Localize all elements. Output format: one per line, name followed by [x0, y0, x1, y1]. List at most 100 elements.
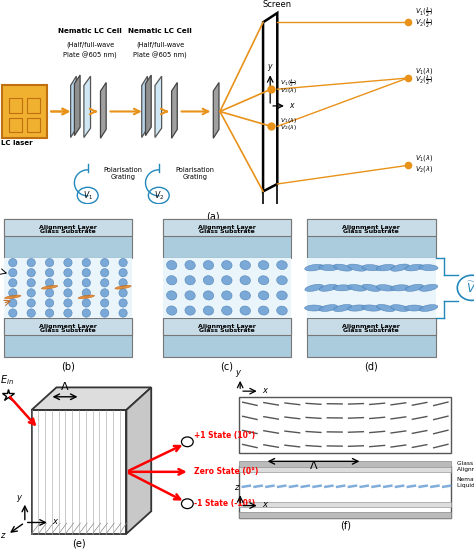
Ellipse shape: [376, 305, 395, 311]
Ellipse shape: [258, 276, 269, 285]
Text: Plate @605 nm): Plate @605 nm): [63, 52, 117, 59]
Ellipse shape: [258, 260, 269, 269]
Ellipse shape: [27, 269, 36, 277]
Ellipse shape: [9, 299, 17, 307]
Text: y: y: [17, 493, 22, 502]
Bar: [307, 219, 436, 258]
Ellipse shape: [46, 309, 54, 317]
Circle shape: [182, 437, 193, 447]
Ellipse shape: [78, 295, 94, 299]
FancyBboxPatch shape: [2, 86, 47, 138]
Ellipse shape: [9, 258, 17, 267]
Ellipse shape: [319, 265, 338, 270]
Ellipse shape: [9, 309, 17, 317]
Text: Alignment Layer: Alignment Layer: [198, 225, 256, 230]
Ellipse shape: [347, 305, 366, 311]
Ellipse shape: [405, 264, 424, 271]
Text: Nematic LC Cell: Nematic LC Cell: [128, 29, 192, 35]
Ellipse shape: [27, 279, 36, 287]
Text: $\Lambda$: $\Lambda$: [309, 459, 318, 471]
Ellipse shape: [46, 269, 54, 277]
Text: Screen: Screen: [263, 1, 292, 10]
Ellipse shape: [27, 309, 36, 317]
Text: Nematic
Liquid Crystal: Nematic Liquid Crystal: [457, 477, 474, 488]
Ellipse shape: [362, 284, 381, 291]
Polygon shape: [172, 82, 177, 138]
Text: x: x: [52, 517, 57, 526]
Ellipse shape: [391, 264, 409, 271]
Text: y: y: [267, 62, 272, 71]
Ellipse shape: [277, 260, 287, 269]
Ellipse shape: [166, 260, 177, 270]
Ellipse shape: [64, 258, 72, 267]
Text: x: x: [289, 101, 293, 110]
Ellipse shape: [405, 284, 423, 291]
Text: $V_1(\lambda)$: $V_1(\lambda)$: [280, 116, 297, 125]
Polygon shape: [71, 76, 76, 138]
Ellipse shape: [277, 291, 287, 300]
Ellipse shape: [41, 286, 58, 289]
Ellipse shape: [405, 305, 424, 311]
Text: Glass Substrate: Glass Substrate: [199, 328, 255, 333]
Bar: [239, 502, 451, 507]
Text: (Half/full-wave: (Half/full-wave: [66, 41, 114, 48]
Ellipse shape: [240, 306, 250, 315]
Circle shape: [148, 187, 169, 204]
Ellipse shape: [64, 299, 72, 307]
Text: $V_1(\lambda)$: $V_1(\lambda)$: [415, 153, 433, 164]
Text: (e): (e): [72, 539, 86, 549]
Text: $V_2(\frac{\lambda}{2})$: $V_2(\frac{\lambda}{2})$: [415, 16, 433, 31]
Text: +1 State (10°): +1 State (10°): [194, 431, 255, 440]
Ellipse shape: [166, 306, 177, 315]
Text: Nematic LC Cell: Nematic LC Cell: [58, 29, 122, 35]
Ellipse shape: [5, 295, 21, 299]
Ellipse shape: [27, 289, 36, 297]
Text: $E_{in}$: $E_{in}$: [0, 373, 14, 387]
Text: $V_2(\lambda)$: $V_2(\lambda)$: [415, 164, 433, 174]
Ellipse shape: [240, 291, 250, 300]
Text: Glass Substrate: Glass Substrate: [344, 229, 399, 234]
Bar: [307, 318, 436, 357]
Bar: [163, 318, 291, 357]
Ellipse shape: [27, 258, 36, 267]
Text: x: x: [262, 386, 267, 395]
Bar: [163, 219, 291, 258]
Text: Polarisation
Grating: Polarisation Grating: [176, 167, 215, 180]
Text: $V_2(\frac{\lambda}{2})$: $V_2(\frac{\lambda}{2})$: [415, 74, 433, 88]
Ellipse shape: [391, 305, 409, 311]
Ellipse shape: [222, 306, 232, 315]
Ellipse shape: [64, 269, 72, 277]
Ellipse shape: [100, 279, 109, 287]
Text: $V_2$: $V_2$: [154, 189, 164, 202]
Bar: [4, 258, 132, 318]
Text: (c): (c): [220, 361, 233, 371]
Bar: [4, 318, 132, 357]
Ellipse shape: [119, 269, 127, 277]
Text: z: z: [234, 483, 238, 492]
Text: (Half/full-wave: (Half/full-wave: [136, 41, 184, 48]
Polygon shape: [146, 75, 151, 136]
Bar: [239, 512, 451, 519]
Text: Glass Substrate: Glass Substrate: [344, 328, 399, 333]
Ellipse shape: [166, 291, 177, 300]
Ellipse shape: [46, 279, 54, 287]
Polygon shape: [213, 82, 219, 138]
Ellipse shape: [64, 279, 72, 287]
Ellipse shape: [119, 289, 127, 297]
Polygon shape: [32, 410, 127, 534]
Bar: [307, 318, 436, 335]
Ellipse shape: [100, 258, 109, 267]
Ellipse shape: [115, 286, 131, 289]
Ellipse shape: [277, 306, 287, 315]
Ellipse shape: [119, 258, 127, 267]
Ellipse shape: [100, 309, 109, 317]
Ellipse shape: [305, 284, 323, 291]
Text: x: x: [262, 501, 267, 510]
Ellipse shape: [64, 309, 72, 317]
Ellipse shape: [203, 260, 214, 270]
Ellipse shape: [348, 264, 366, 271]
Ellipse shape: [27, 299, 36, 307]
Text: Polarisation
Grating: Polarisation Grating: [104, 167, 143, 180]
Text: Alignment Layer: Alignment Layer: [39, 225, 97, 230]
Text: z: z: [0, 531, 4, 540]
